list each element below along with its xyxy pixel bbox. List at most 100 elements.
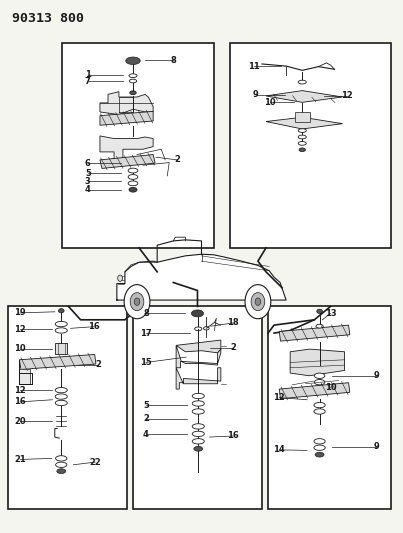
Text: 11: 11: [248, 62, 260, 70]
Ellipse shape: [126, 57, 140, 64]
Ellipse shape: [192, 393, 204, 399]
Text: 9: 9: [253, 91, 259, 99]
Text: 17: 17: [140, 329, 152, 337]
Ellipse shape: [55, 400, 67, 406]
Text: 5: 5: [85, 169, 91, 177]
Text: 9: 9: [374, 372, 380, 380]
Polygon shape: [266, 117, 343, 129]
Ellipse shape: [128, 181, 138, 186]
Ellipse shape: [204, 327, 209, 330]
Ellipse shape: [128, 174, 138, 179]
Ellipse shape: [56, 456, 67, 461]
Ellipse shape: [314, 439, 325, 444]
Polygon shape: [117, 254, 286, 300]
Text: 10: 10: [264, 98, 276, 107]
Circle shape: [124, 285, 150, 319]
Ellipse shape: [299, 148, 305, 152]
Ellipse shape: [55, 387, 67, 393]
Text: 10: 10: [325, 383, 336, 392]
Text: 16: 16: [14, 398, 26, 406]
Polygon shape: [279, 325, 350, 341]
Ellipse shape: [315, 452, 324, 457]
Text: 20: 20: [15, 417, 26, 425]
Text: 16: 16: [227, 432, 239, 440]
Circle shape: [255, 298, 261, 305]
Text: 3: 3: [85, 177, 91, 185]
Text: 12: 12: [273, 393, 285, 402]
Bar: [133, 306, 262, 509]
Ellipse shape: [298, 80, 306, 84]
Text: 2: 2: [174, 156, 180, 164]
Ellipse shape: [298, 135, 306, 139]
Ellipse shape: [57, 469, 66, 473]
Ellipse shape: [118, 275, 123, 281]
Ellipse shape: [298, 128, 306, 132]
Bar: [230, 43, 391, 248]
Ellipse shape: [58, 309, 64, 313]
Polygon shape: [176, 340, 221, 353]
Polygon shape: [266, 91, 343, 102]
Ellipse shape: [298, 142, 306, 145]
Circle shape: [130, 293, 144, 311]
Text: 15: 15: [140, 358, 152, 367]
Text: 16: 16: [87, 322, 100, 331]
Text: 13: 13: [325, 309, 336, 318]
Text: 1: 1: [85, 70, 91, 79]
Text: 18: 18: [227, 319, 239, 327]
Text: 4: 4: [85, 185, 91, 194]
Text: 14: 14: [273, 446, 285, 454]
Ellipse shape: [314, 445, 325, 450]
Ellipse shape: [129, 79, 137, 83]
Ellipse shape: [192, 409, 204, 414]
Text: 22: 22: [89, 458, 101, 466]
Text: 10: 10: [15, 344, 26, 353]
Bar: [295, 112, 310, 122]
Ellipse shape: [192, 431, 204, 437]
Ellipse shape: [314, 373, 325, 378]
Ellipse shape: [130, 91, 136, 95]
Polygon shape: [19, 354, 96, 369]
Ellipse shape: [314, 409, 325, 414]
Text: 7: 7: [85, 77, 91, 85]
Ellipse shape: [56, 462, 67, 467]
Circle shape: [251, 293, 265, 311]
Polygon shape: [100, 111, 153, 125]
Bar: [55, 343, 67, 354]
Ellipse shape: [314, 402, 325, 408]
Polygon shape: [100, 136, 153, 160]
Polygon shape: [100, 155, 155, 168]
Text: 12: 12: [341, 92, 353, 100]
Text: 5: 5: [143, 401, 149, 409]
Text: 8: 8: [143, 309, 149, 318]
Polygon shape: [19, 369, 30, 384]
Polygon shape: [100, 92, 153, 115]
Ellipse shape: [55, 328, 67, 333]
Text: 2: 2: [230, 343, 236, 352]
Ellipse shape: [194, 447, 203, 451]
Text: 19: 19: [15, 309, 26, 317]
Bar: [268, 306, 391, 509]
Ellipse shape: [129, 187, 137, 192]
Ellipse shape: [55, 321, 67, 327]
Ellipse shape: [191, 310, 204, 317]
Ellipse shape: [55, 394, 67, 399]
Bar: [62, 43, 214, 248]
Text: 8: 8: [170, 56, 176, 64]
Circle shape: [245, 285, 271, 319]
Text: 90313 800: 90313 800: [12, 12, 84, 25]
Text: 12: 12: [14, 325, 26, 334]
Text: 9: 9: [374, 442, 380, 451]
Polygon shape: [279, 383, 350, 399]
Polygon shape: [176, 368, 221, 389]
Ellipse shape: [129, 74, 137, 78]
Text: 2: 2: [95, 360, 101, 369]
Circle shape: [134, 298, 140, 305]
Ellipse shape: [192, 439, 204, 444]
Text: 6: 6: [85, 159, 91, 167]
Ellipse shape: [192, 424, 204, 429]
Text: 12: 12: [14, 386, 26, 394]
Polygon shape: [290, 349, 345, 376]
Bar: [8, 306, 127, 509]
Text: 2: 2: [143, 415, 149, 423]
Ellipse shape: [128, 168, 138, 173]
